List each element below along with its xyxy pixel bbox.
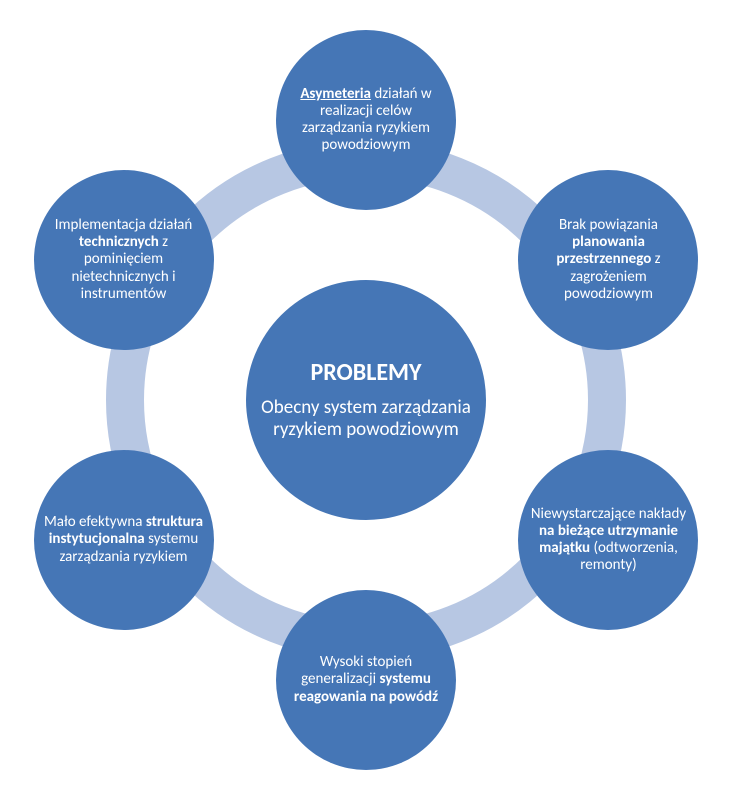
diagram-stage: PROBLEMY Obecny system zarządzania ryzyk… <box>0 0 733 801</box>
outer-node-text: Wysoki stopień generalizacji systemu rea… <box>285 654 447 706</box>
outer-node-2: Niewystarczające nakłady na bieżące utrz… <box>518 450 698 630</box>
center-text: PROBLEMY Obecny system zarządzania ryzyk… <box>258 359 474 440</box>
outer-node-3: Wysoki stopień generalizacji systemu rea… <box>276 590 456 770</box>
outer-node-text: Brak powiązania planowania przestrzenneg… <box>527 217 689 303</box>
outer-node-text: Mało efektywna struktura instytucjonalna… <box>43 514 205 566</box>
outer-node-5: Implementacja działań technicznych z pom… <box>34 170 214 350</box>
center-node: PROBLEMY Obecny system zarządzania ryzyk… <box>246 280 486 520</box>
outer-node-1: Brak powiązania planowania przestrzenneg… <box>518 170 698 350</box>
outer-node-0: Asymeteria działań w realizacji celów za… <box>276 30 456 210</box>
outer-node-text: Asymeteria działań w realizacji celów za… <box>285 86 447 155</box>
outer-node-text: Implementacja działań technicznych z pom… <box>43 217 205 303</box>
center-title: PROBLEMY <box>258 359 474 387</box>
center-subtitle: Obecny system zarządzania ryzykiem powod… <box>258 397 474 441</box>
outer-node-text: Niewystarczające nakłady na bieżące utrz… <box>527 506 689 575</box>
outer-node-4: Mało efektywna struktura instytucjonalna… <box>34 450 214 630</box>
